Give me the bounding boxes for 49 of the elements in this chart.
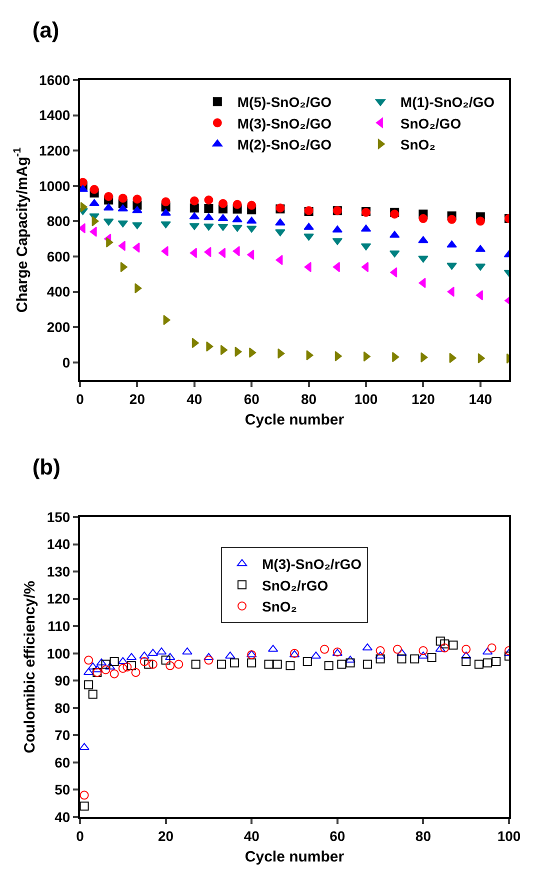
y-axis-title: Coulomibic efficiency/% [22, 580, 39, 754]
x-tick-label: 100 [354, 390, 378, 407]
y-tick-label: 150 [46, 508, 70, 525]
chart-title: (b) [32, 454, 60, 480]
y-tick-label: 100 [46, 645, 70, 662]
legend-label: M(1)-SnO₂/GO [400, 94, 495, 110]
y-tick-label: 1000 [39, 178, 70, 194]
x-tick-label: 0 [76, 828, 84, 844]
x-tick-label: 60 [244, 390, 260, 407]
x-tick-label: 60 [330, 828, 346, 844]
y-tick-label: 800 [46, 213, 70, 230]
x-tick-label: 80 [301, 390, 317, 407]
y-tick-label: 0 [62, 354, 70, 370]
x-tick-label: 20 [129, 390, 146, 407]
y-tick-label: 400 [46, 284, 70, 300]
x-tick-label: 40 [186, 390, 202, 407]
y-tick-label: 140 [46, 536, 70, 552]
x-axis-title: Cycle number [244, 411, 344, 428]
legend-label: M(3)-SnO₂/GO [237, 115, 332, 132]
y-tick-label: 130 [46, 563, 70, 580]
legend-label: SnO₂/rGO [262, 577, 328, 594]
legend-label: SnO₂/GO [400, 115, 462, 132]
x-tick-label: 100 [497, 828, 521, 844]
chart-title: (a) [32, 17, 60, 42]
x-tick-label: 20 [158, 828, 174, 844]
y-tick-label: 80 [54, 700, 70, 716]
legend-label: M(5)-SnO₂/GO [237, 94, 332, 110]
legend-label: M(2)-SnO₂/GO [237, 136, 332, 152]
y-tick-label: 90 [54, 672, 70, 689]
y-tick-label: 110 [48, 618, 70, 634]
y-tick-label: 120 [46, 590, 70, 607]
x-tick-label: 80 [415, 828, 432, 844]
x-tick-label: 0 [76, 390, 84, 407]
x-tick-label: 40 [244, 828, 260, 844]
legend-label: M(3)-SnO₂/rGO [262, 556, 362, 572]
x-tick-label: 140 [468, 390, 492, 407]
y-tick-label: 40 [54, 808, 70, 825]
legend-label: SnO₂ [400, 136, 436, 152]
x-axis-title: Cycle number [244, 848, 344, 866]
y-tick-label: 70 [54, 727, 70, 744]
y-tick-label: 600 [46, 248, 70, 264]
x-tick-label: 120 [412, 390, 436, 407]
y-tick-label: 60 [54, 754, 70, 770]
y-tick-label: 1400 [39, 107, 70, 124]
y-tick-label: 200 [46, 318, 70, 335]
y-tick-label: 1200 [39, 142, 70, 158]
legend-label: SnO₂ [262, 598, 297, 614]
y-tick-label: 1600 [39, 72, 70, 88]
y-tick-label: 50 [54, 782, 70, 798]
